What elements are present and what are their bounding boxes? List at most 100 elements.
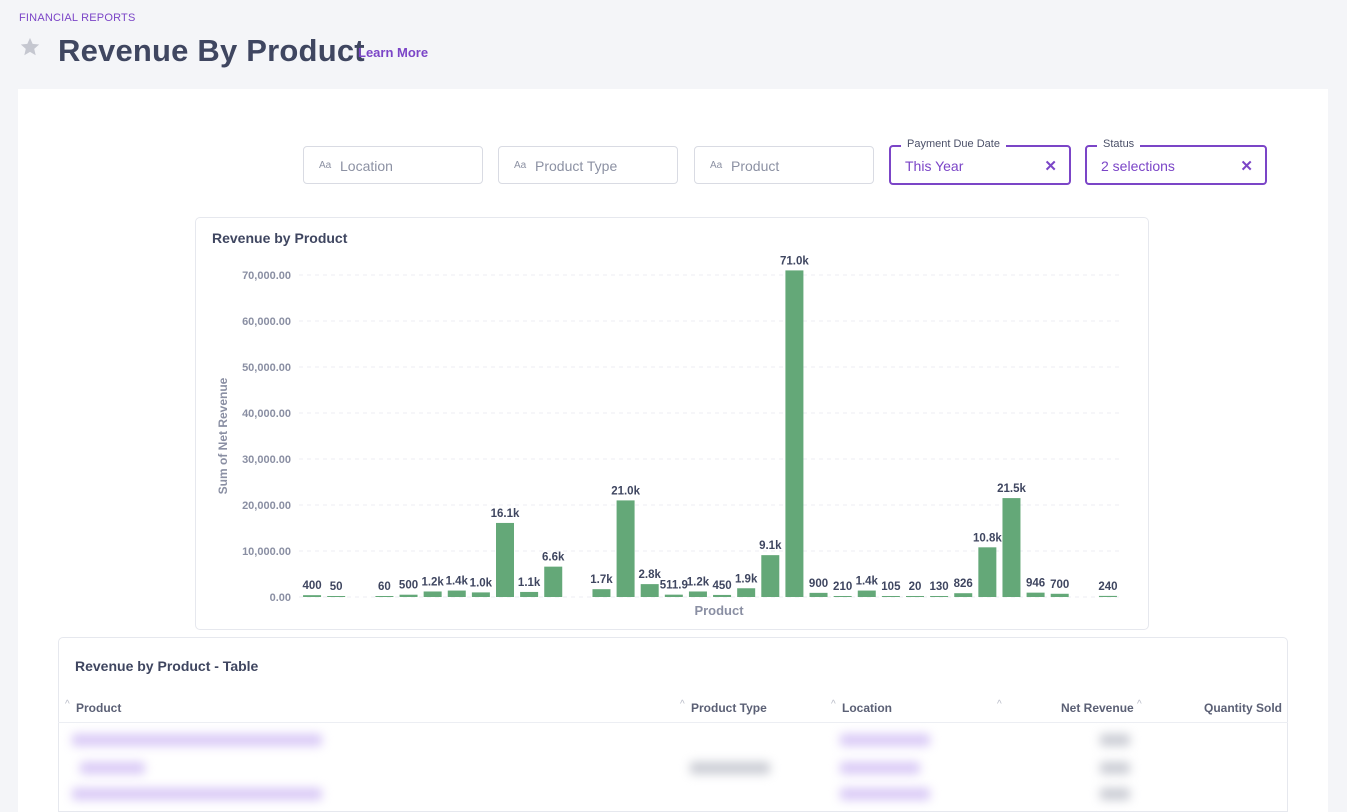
bar [592,589,611,597]
table-row-blurred [690,762,770,774]
table-row-blurred [1100,788,1130,800]
learn-more-link[interactable]: Learn More [358,45,429,60]
bar [471,592,490,597]
bar [1098,595,1117,597]
bar [640,584,659,597]
column-header-quantity-sold[interactable]: Quantity Sold [1204,701,1282,715]
data-label: 826 [954,578,973,590]
bar [930,596,949,597]
data-label: 16.1k [491,508,520,520]
bar [857,590,876,597]
location-filter[interactable]: Aa Location [303,146,483,184]
data-label: 21.5k [997,483,1026,495]
product-filter[interactable]: Aa Product [694,146,874,184]
sort-icon[interactable]: ^ [997,699,1002,710]
product-filter-placeholder: Product [731,158,780,174]
table-row-blurred[interactable] [72,734,322,746]
data-label: 946 [1026,578,1045,590]
y-tick-label: 40,000.00 [242,408,291,420]
y-axis-label: Sum of Net Revenue [216,377,230,494]
sort-icon[interactable]: ^ [831,699,836,710]
sort-icon[interactable]: ^ [1137,699,1142,710]
data-label: 1.4k [446,576,469,588]
data-label: 900 [809,578,828,590]
bar [327,596,346,597]
y-tick-label: 0.00 [270,592,291,604]
data-label: 9.1k [759,540,782,552]
data-label: 450 [712,580,731,592]
column-header-location[interactable]: Location [842,701,892,715]
bar [906,596,924,597]
data-label: 10.8k [973,532,1002,544]
y-tick-label: 50,000.00 [242,362,291,374]
data-label: 210 [833,581,852,593]
table-row-blurred [1100,734,1130,746]
data-label: 20 [909,581,922,593]
table-row-blurred[interactable] [840,788,930,800]
data-label: 500 [399,580,418,592]
product-type-filter[interactable]: Aa Product Type [498,146,678,184]
breadcrumb[interactable]: FINANCIAL REPORTS [19,12,136,24]
bar [688,591,707,597]
bar [954,593,973,597]
y-tick-label: 10,000.00 [242,546,291,558]
table-row-blurred[interactable] [840,762,920,774]
data-label: 1.1k [518,577,541,589]
location-filter-placeholder: Location [340,158,393,174]
bar [447,590,466,597]
revenue-bar-chart: 0.00 10,000.00 20,000.00 30,000.00 40,000.00… [216,255,1119,618]
column-header-product-type[interactable]: Product Type [691,701,767,715]
bar [423,591,442,597]
bar [785,270,804,597]
table-title: Revenue by Product - Table [75,658,259,674]
close-icon[interactable]: ✕ [1240,158,1253,175]
data-label: 50 [330,581,343,593]
payment-due-date-value: This Year [905,158,964,174]
bar [520,591,539,597]
table-row-blurred[interactable] [72,788,322,800]
sort-icon[interactable]: ^ [65,699,70,710]
data-label: 1.7k [590,574,613,586]
close-icon[interactable]: ✕ [1044,158,1057,175]
data-label: 1.9k [735,573,758,585]
sort-icon[interactable]: ^ [680,699,685,710]
bar [616,500,635,597]
y-tick-label: 20,000.00 [242,500,291,512]
bar [1002,498,1021,597]
table-row-blurred[interactable] [840,734,930,746]
chart-title: Revenue by Product [212,230,348,246]
bar [303,595,322,597]
text-type-icon: Aa [710,160,723,171]
table-row-blurred [1100,762,1130,774]
bar [737,588,756,597]
bar [761,555,780,597]
y-tick-label: 30,000.00 [242,454,291,466]
bar [1026,592,1045,597]
table-card [58,637,1288,812]
text-type-icon: Aa [319,160,332,171]
bar [496,522,514,597]
data-label: 700 [1050,579,1069,591]
table-row-blurred[interactable] [80,762,145,774]
page-title: Revenue By Product [58,33,365,68]
status-filter[interactable]: Status 2 selections ✕ [1085,138,1267,185]
bar [399,594,418,597]
bar [809,592,828,597]
column-header-net-revenue[interactable]: Net Revenue [1061,701,1134,715]
data-label: 240 [1098,581,1117,593]
bar [978,547,997,597]
bar [664,594,683,597]
data-label: 130 [930,581,949,593]
data-label: 71.0k [780,255,809,267]
payment-due-date-label: Payment Due Date [901,138,1006,150]
data-label: 511.9 [660,580,688,592]
payment-due-date-filter[interactable]: Payment Due Date This Year ✕ [889,138,1071,185]
data-label: 6.6k [542,552,565,564]
star-icon[interactable] [19,36,41,58]
data-label: 1.4k [856,576,879,588]
data-label: 400 [302,580,321,592]
data-label: 1.0k [470,577,493,589]
column-header-product[interactable]: Product [76,701,122,715]
bar [375,596,394,597]
data-label: 2.8k [639,569,662,581]
